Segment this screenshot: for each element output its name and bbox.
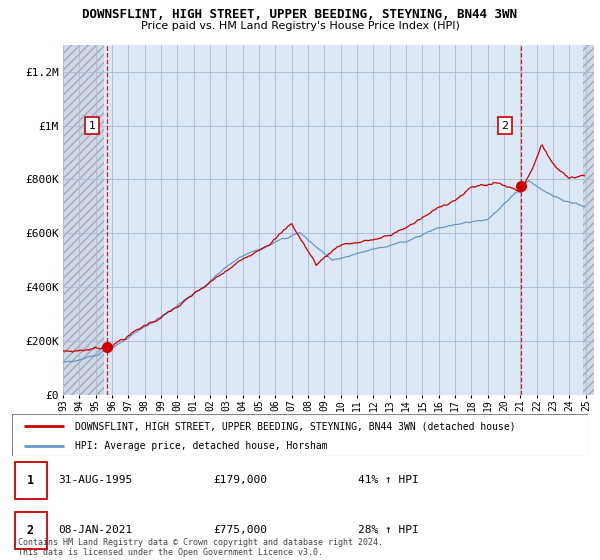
Text: DOWNSFLINT, HIGH STREET, UPPER BEEDING, STEYNING, BN44 3WN (detached house): DOWNSFLINT, HIGH STREET, UPPER BEEDING, … [76, 421, 516, 431]
Text: 1: 1 [27, 474, 34, 487]
Text: 08-JAN-2021: 08-JAN-2021 [58, 525, 133, 535]
Text: 1: 1 [88, 120, 95, 130]
Bar [15, 512, 47, 549]
Text: 2: 2 [27, 524, 34, 537]
Bar [63, 45, 104, 395]
Bar [583, 45, 594, 395]
Text: 2: 2 [501, 120, 508, 130]
Bar [15, 463, 47, 498]
Text: £775,000: £775,000 [214, 525, 268, 535]
Text: 41% ↑ HPI: 41% ↑ HPI [358, 475, 418, 486]
Text: £179,000: £179,000 [214, 475, 268, 486]
Text: DOWNSFLINT, HIGH STREET, UPPER BEEDING, STEYNING, BN44 3WN: DOWNSFLINT, HIGH STREET, UPPER BEEDING, … [83, 8, 517, 21]
Text: HPI: Average price, detached house, Horsham: HPI: Average price, detached house, Hors… [76, 441, 328, 451]
Text: 31-AUG-1995: 31-AUG-1995 [58, 475, 133, 486]
Text: Price paid vs. HM Land Registry's House Price Index (HPI): Price paid vs. HM Land Registry's House … [140, 21, 460, 31]
Text: 28% ↑ HPI: 28% ↑ HPI [358, 525, 418, 535]
Text: Contains HM Land Registry data © Crown copyright and database right 2024.
This d: Contains HM Land Registry data © Crown c… [18, 538, 383, 557]
